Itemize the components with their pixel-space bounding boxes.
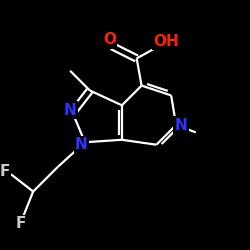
Text: N: N [75,137,88,152]
Text: N: N [175,118,188,132]
Text: N: N [64,103,76,118]
Text: OH: OH [153,34,179,49]
Text: F: F [0,164,10,179]
Text: F: F [16,216,26,231]
Text: O: O [103,32,116,48]
